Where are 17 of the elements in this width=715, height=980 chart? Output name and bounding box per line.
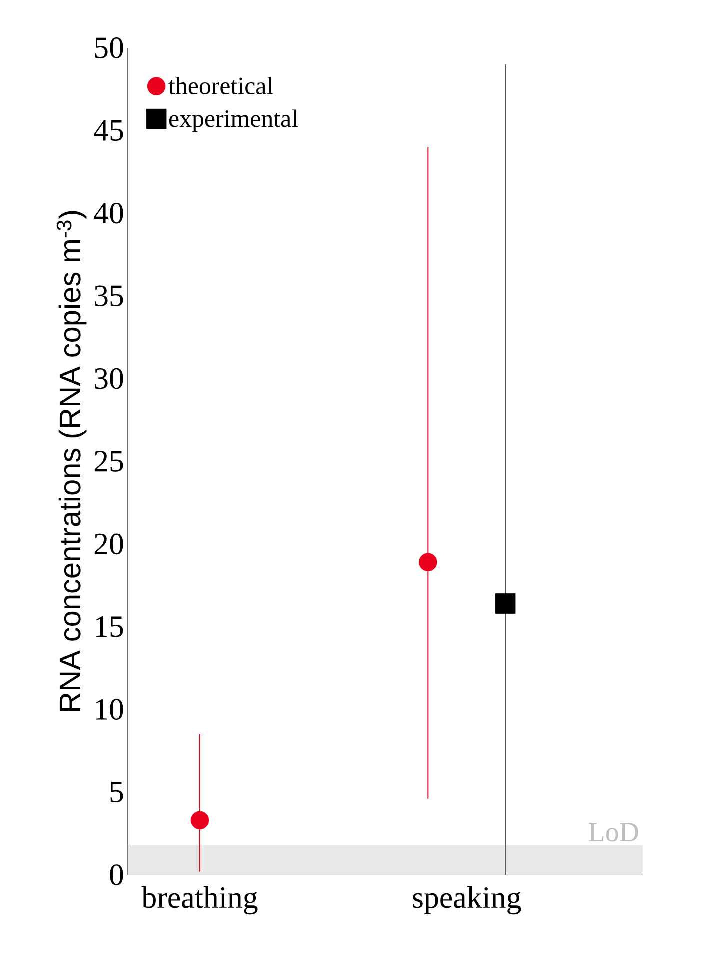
x-tick-label: breathing: [142, 886, 258, 915]
y-tick-label: 50: [95, 38, 124, 58]
y-tick-label: 10: [96, 699, 124, 720]
y-tick-label: 35: [95, 286, 124, 306]
y-tick-label: 0: [110, 864, 124, 886]
x-tick-label: speaking: [413, 886, 522, 915]
y-tick-label: 45: [94, 120, 124, 141]
band-label: LoD: [589, 823, 638, 842]
legend-label: experimental: [169, 110, 298, 132]
y-tick-label: 40: [94, 202, 124, 224]
y-tick-label: 15: [96, 616, 124, 638]
legend-label: theoretical: [168, 76, 274, 95]
y-tick-label: 20: [94, 534, 124, 555]
y-tick-label: 5: [110, 782, 124, 803]
y-axis-title: RNA concentrations (RNA copies m$^{-3}$): [56, 211, 87, 712]
y-tick-label: 25: [94, 451, 124, 472]
y-tick-label: 30: [95, 368, 124, 390]
